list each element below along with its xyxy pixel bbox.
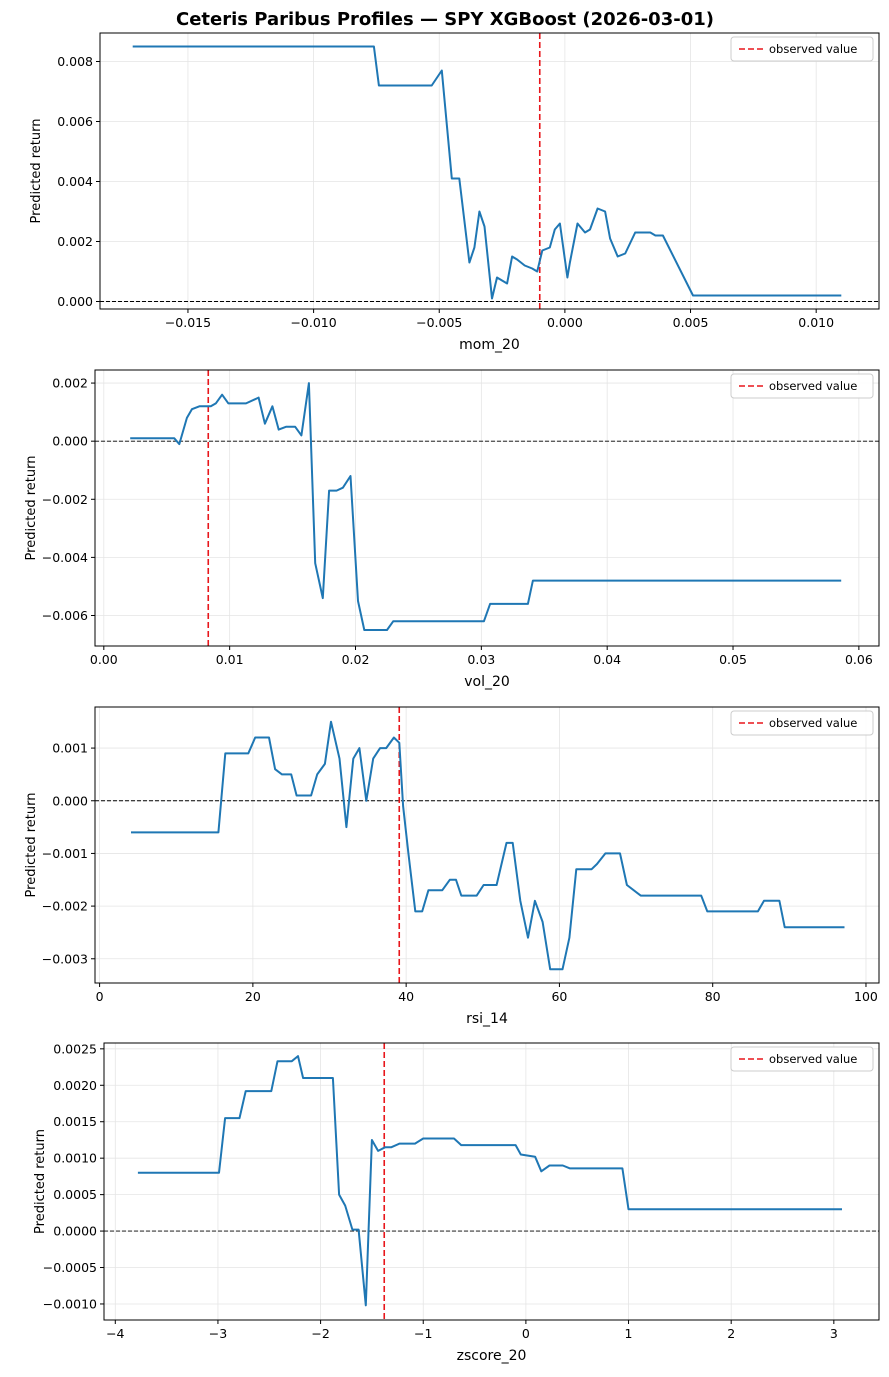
y-tick-label: −0.0010 [43,1296,97,1311]
x-tick-label: 0.04 [593,652,621,667]
profile-line [132,45,842,300]
x-tick-label: 0 [96,989,104,1004]
x-tick-label: 20 [245,989,261,1004]
legend-label: observed value [769,716,857,730]
x-tick-label: 0.005 [673,315,709,330]
y-tick-label: 0.004 [57,174,93,189]
y-tick-label: 0.002 [52,376,88,391]
x-tick-label: 0 [522,1326,530,1341]
y-axis-label: Predicted return [29,119,44,224]
x-tick-label: −4 [106,1326,124,1341]
x-tick-label: 0.010 [798,315,834,330]
legend-box [730,710,874,736]
axes-frame [94,706,880,984]
chart-panels: −0.015 −0.010 −0.005 0.000 0.005 0.0100.0000.… [24,32,880,1364]
y-tick-label: −0.002 [42,899,88,914]
x-axis-label: rsi_14 [466,1011,508,1027]
x-tick-label: 60 [551,989,567,1004]
x-tick-label: 2 [727,1326,735,1341]
y-tick-label: 0.008 [57,54,93,69]
legend-label: observed value [769,42,857,56]
x-tick-label: 0.02 [342,652,370,667]
legend-box [730,373,874,399]
y-tick-label: 0.000 [52,793,88,808]
chart-panel-mom_20: −0.015 −0.010 −0.005 0.000 0.005 0.010 0.000 0.… [29,32,880,353]
x-tick-label: −3 [209,1326,227,1341]
y-tick-label: −0.004 [42,550,88,565]
legend: observed value [730,373,874,399]
profile-line [131,720,845,971]
x-tick-label: −1 [414,1326,432,1341]
profile-line [137,1055,842,1307]
y-tick-label: 0.0015 [53,1114,97,1129]
axes-frame [103,1042,880,1321]
x-tick-label: −0.010 [290,315,336,330]
legend: observed value [730,710,874,736]
x-tick-label: 100 [854,989,878,1004]
y-tick-label: 0.0005 [53,1187,97,1202]
x-tick-label: −0.015 [165,315,211,330]
axes-frame [94,369,880,647]
x-tick-label: 0.00 [90,652,118,667]
y-axis-label: Predicted return [24,456,39,561]
y-tick-label: 0.006 [57,114,93,129]
x-tick-label: 1 [625,1326,633,1341]
chart-panel-rsi_14: 0 20 40 60 80 100 −0.003 −0.002 −0.001 0.000 0.001… [24,706,880,1027]
x-axis-label: zscore_20 [457,1348,527,1364]
x-tick-label: 0.01 [216,652,244,667]
x-tick-label: 0.000 [547,315,583,330]
y-tick-label: −0.002 [42,492,88,507]
y-axis-label: Predicted return [24,793,39,898]
y-axis-label: Predicted return [33,1129,48,1234]
y-tick-label: 0.000 [57,294,93,309]
legend: observed value [730,36,874,62]
y-tick-label: 0.0000 [53,1224,97,1239]
y-tick-label: −0.0005 [43,1260,97,1275]
legend-label: observed value [769,379,857,393]
x-tick-label: 0.05 [719,652,747,667]
y-tick-label: 0.0020 [53,1078,97,1093]
x-axis-label: mom_20 [459,337,520,353]
y-tick-label: 0.000 [52,434,88,449]
axes-frame [99,32,880,310]
y-tick-label: −0.003 [42,951,88,966]
x-tick-label: −0.005 [416,315,462,330]
y-tick-label: 0.002 [57,234,93,249]
figure-title: Ceteris Paribus Profiles — SPY XGBoost (… [176,9,714,30]
y-tick-label: 0.0025 [53,1041,97,1056]
x-tick-label: 0.06 [845,652,873,667]
legend-label: observed value [769,1052,857,1066]
legend-box [730,36,874,62]
chart-panel-vol_20: 0.00 0.01 0.02 0.03 0.04 0.05 0.06 −0.006 −0.004… [24,369,880,690]
profile-line [130,382,842,631]
x-axis-label: vol_20 [464,674,510,690]
y-tick-label: 0.001 [52,741,88,756]
y-tick-label: −0.006 [42,608,88,623]
y-tick-label: −0.001 [42,846,88,861]
legend-box [730,1046,874,1072]
x-tick-label: 40 [398,989,414,1004]
chart-panel-zscore_20: −4 −3 −2 −1 0 1 2 3 −0.0010 −0.0005 0.0000 0.0005 0.… [33,1041,880,1364]
x-tick-label: 0.03 [467,652,495,667]
y-tick-label: 0.0010 [53,1151,97,1166]
legend: observed value [730,1046,874,1072]
x-tick-label: 3 [830,1326,838,1341]
x-tick-label: −2 [311,1326,329,1341]
x-tick-label: 80 [705,989,721,1004]
